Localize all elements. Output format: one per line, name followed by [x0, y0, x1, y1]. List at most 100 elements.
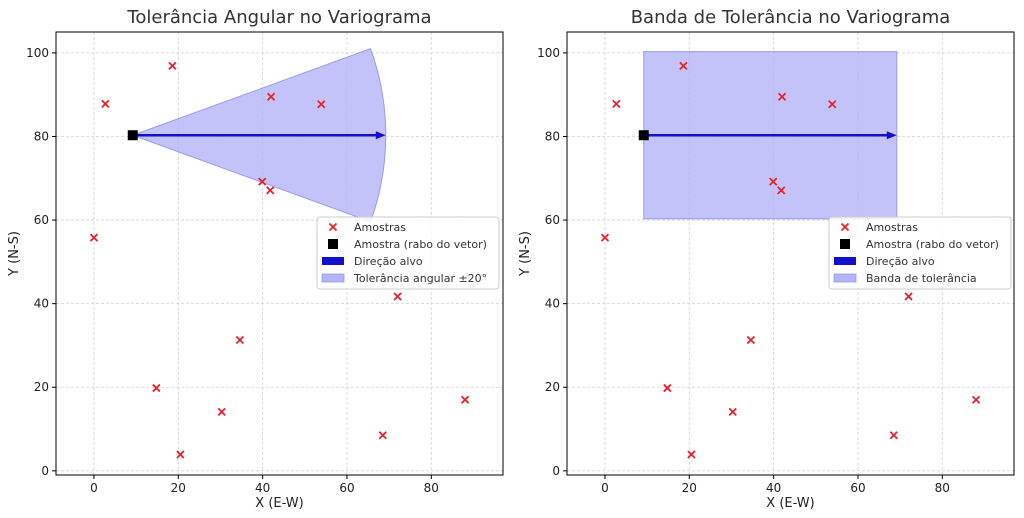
chart1-ytick-label-0: 0 — [41, 464, 49, 478]
chart1-sample-1-stroke-b — [101, 99, 110, 109]
chart1-xtick-label-60: 60 — [339, 481, 354, 495]
chart1-sample-12 — [176, 450, 185, 459]
chart1-sample-12-stroke-b — [176, 450, 185, 459]
chart1-ytick-label-40: 40 — [34, 297, 49, 311]
chart2-xtick-label-0: 0 — [601, 481, 609, 495]
chart1-ytick-label-20: 20 — [34, 380, 49, 394]
chart1-legend-label-3: Direção alvo — [354, 255, 423, 268]
chart2-xtick-label-20: 20 — [682, 481, 697, 495]
chart2-legend-handle-samples — [840, 222, 850, 232]
chart1-sample-4-stroke-b — [317, 100, 326, 109]
chart1-legend-handle-tail — [328, 239, 338, 249]
chart2-legend-label-4: Banda de tolerância — [866, 272, 977, 285]
chart2-sample-10 — [663, 383, 672, 393]
chart1-sample-10 — [152, 383, 161, 393]
chart2-sample-6 — [777, 186, 786, 195]
chart1-legend-label-1: Amostras — [354, 221, 406, 234]
chart2-legend: Amostras Amostra (rabo do vetor) Direção a… — [828, 216, 1012, 290]
chart2-sample-2-stroke-b — [679, 61, 688, 70]
chart1-sample-5 — [258, 177, 267, 186]
chart2-legend-handle-tolerance — [833, 273, 857, 283]
chart2-tail-marker — [638, 130, 649, 141]
chart1-sample-2-stroke-b — [168, 61, 177, 70]
chart2-xlabel: X (E-W) — [766, 496, 814, 511]
chart2-direction-arrow-head — [886, 131, 897, 140]
chart1-xtick-label-20: 20 — [171, 481, 186, 495]
chart2-sample-3-stroke-b — [777, 92, 787, 101]
chart1-sample-14-stroke-b — [460, 395, 470, 404]
chart1-legend-handle-samples-stroke-b — [328, 222, 338, 232]
chart2-sample-4-stroke-b — [828, 100, 837, 109]
chart1-sample-4 — [317, 100, 326, 109]
chart1-ylabel: Y (N-S) — [7, 231, 22, 277]
chart1-sample-13 — [378, 431, 387, 440]
chart1-sample-9-stroke-b — [235, 335, 244, 345]
chart1-ytick-label-60: 60 — [34, 213, 49, 227]
chart1-legend-label-2: Amostra (rabo do vetor) — [354, 238, 487, 251]
panel-tolerance-band: 0 20 40 60 80 0 20 40 60 80 100 Banda de Tolerância… — [518, 7, 1015, 511]
chart2-ytick-label-20: 20 — [545, 380, 560, 394]
chart2-legend-handle-tail — [840, 239, 850, 249]
chart1-sample-9 — [235, 335, 244, 345]
chart2-xtick-label-40: 40 — [766, 481, 781, 495]
chart1-sample-1 — [101, 99, 110, 109]
chart2-sample-3 — [777, 92, 787, 101]
chart2-sample-8 — [904, 292, 913, 301]
chart2-xtick-label-80: 80 — [935, 481, 950, 495]
chart2-sample-4 — [828, 100, 837, 109]
chart2-ytick-label-0: 0 — [552, 464, 560, 478]
chart1-legend-handle-direction — [322, 257, 344, 265]
chart2-sample-11-stroke-b — [728, 407, 737, 417]
chart1-sample-13-stroke-b — [378, 431, 387, 440]
chart2-sample-5 — [769, 177, 778, 186]
chart2-sample-8-stroke-b — [904, 292, 913, 301]
chart1-ytick-label-80: 80 — [34, 129, 49, 143]
chart1-axes-frame — [55, 31, 504, 476]
chart2-sample-1-stroke-b — [612, 99, 621, 109]
chart1-sample-5-stroke-b — [258, 177, 267, 186]
chart1-xtick-label-0: 0 — [90, 481, 98, 495]
chart2-sample-5-stroke-b — [769, 177, 778, 186]
chart2-legend-label-1: Amostras — [866, 221, 918, 234]
chart2-sample-2 — [679, 61, 688, 70]
chart2-legend-handle-samples-stroke-b — [840, 222, 850, 232]
chart2-sample-14 — [971, 395, 981, 404]
chart1-sample-2 — [168, 61, 177, 70]
chart1-xtick-label-80: 80 — [424, 481, 439, 495]
chart2-sample-7-stroke-b — [600, 233, 610, 242]
panel-angular-tolerance: 0 20 40 60 80 0 20 40 60 80 100 Tolerância Angular … — [7, 7, 504, 511]
chart1-tail-marker — [127, 130, 138, 141]
chart1-sample-11 — [217, 407, 226, 417]
chart1-legend: Amostras Amostra (rabo do vetor) Direção a… — [316, 216, 500, 290]
chart2-sample-9-stroke-b — [746, 335, 755, 345]
chart2-sample-13-stroke-b — [889, 431, 898, 440]
chart2-sample-1 — [612, 99, 621, 109]
chart1-title: Tolerância Angular no Variograma — [126, 7, 431, 28]
chart1-sample-8 — [393, 292, 402, 301]
chart1-sample-7-stroke-b — [89, 233, 99, 242]
chart1-legend-box — [316, 216, 500, 290]
chart2-sample-12 — [687, 450, 696, 459]
chart2-legend-box — [828, 216, 1012, 290]
chart1-xtick-label-40: 40 — [255, 481, 270, 495]
chart2-ytick-label-40: 40 — [545, 297, 560, 311]
chart2-sample-14-stroke-b — [971, 395, 981, 404]
chart2-sample-12-stroke-b — [687, 450, 696, 459]
chart2-ytick-label-80: 80 — [545, 129, 560, 143]
chart2-legend-label-2: Amostra (rabo do vetor) — [866, 238, 999, 251]
chart1-sample-11-stroke-b — [217, 407, 226, 417]
chart2-xtick-label-60: 60 — [850, 481, 865, 495]
chart2-sample-6-stroke-b — [777, 186, 786, 195]
chart1-sample-8-stroke-b — [393, 292, 402, 301]
chart2-sample-11 — [728, 407, 737, 417]
chart2-ytick-label-60: 60 — [545, 213, 560, 227]
chart2-ylabel: Y (N-S) — [518, 231, 533, 277]
chart1-sample-6 — [266, 186, 275, 195]
chart2-sample-7 — [600, 233, 610, 242]
chart1-ytick-label-100: 100 — [26, 46, 49, 60]
chart1-sample-14 — [460, 395, 470, 404]
chart1-sample-10-stroke-b — [152, 383, 161, 393]
chart1-sample-7 — [89, 233, 99, 242]
chart1-sample-6-stroke-b — [266, 186, 275, 195]
